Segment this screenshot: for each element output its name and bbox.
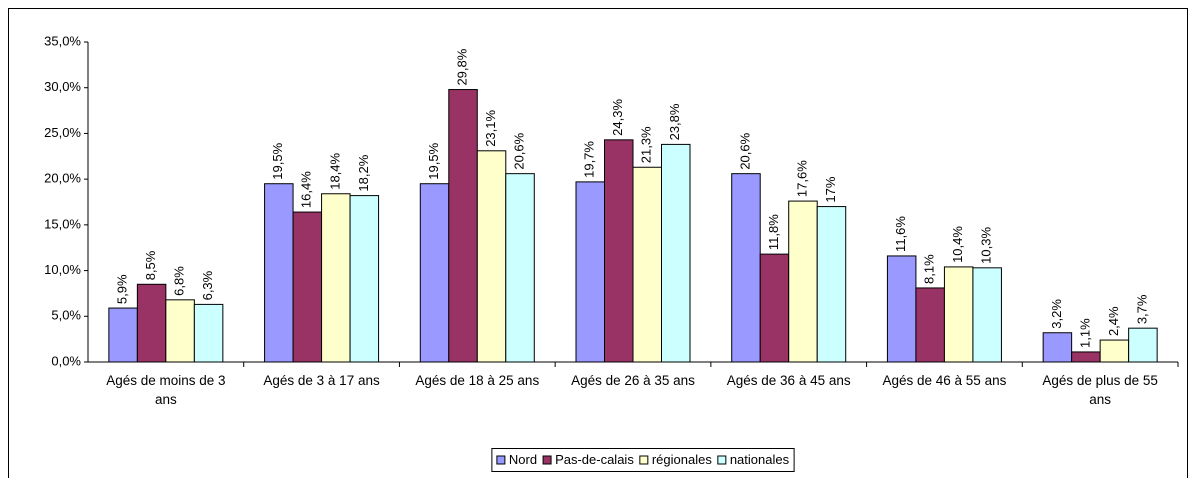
value-label: 29,8% [454, 48, 469, 85]
legend-label: nationales [730, 452, 790, 467]
bar [505, 173, 535, 363]
value-label: 11,8% [766, 214, 781, 250]
y-tick-label: 5,0% [51, 308, 81, 323]
bar [321, 193, 351, 363]
value-label: 5,9% [115, 274, 130, 304]
value-label: 18,4% [327, 152, 342, 189]
chart-border [8, 8, 1188, 478]
y-tick-label: 15,0% [44, 216, 81, 231]
bar [1071, 351, 1101, 363]
value-label: 19,7% [582, 141, 597, 178]
value-label: 21,3% [639, 126, 654, 163]
value-label: 20,6% [511, 132, 526, 169]
bar [419, 183, 450, 363]
legend-swatch [542, 455, 552, 465]
bar [788, 200, 818, 363]
y-tick-label: 35,0% [44, 33, 81, 48]
value-label: 3,7% [1134, 294, 1149, 324]
bar [632, 166, 662, 363]
value-label: 20,6% [737, 132, 752, 169]
bar [759, 253, 790, 363]
bar [292, 211, 323, 363]
value-label: 23,8% [667, 103, 682, 140]
value-label: 3,2% [1049, 299, 1064, 329]
bar [915, 287, 945, 363]
x-tick-label: Agés de 36 à 45 ans [726, 373, 851, 388]
value-label: 10,3% [979, 227, 994, 264]
bar [972, 267, 1002, 363]
value-label: 6,3% [200, 270, 215, 300]
legend-label: régionales [652, 452, 712, 467]
bar [1042, 332, 1073, 363]
value-label: 2,4% [1106, 306, 1121, 336]
y-tick-label: 10,0% [44, 262, 81, 277]
bar [476, 150, 507, 363]
y-tick-label: 30,0% [44, 79, 81, 94]
bar [108, 307, 138, 363]
legend-label: Nord [509, 452, 537, 467]
x-tick-label: Agés de 26 à 35 ans [571, 373, 695, 388]
y-tick-label: 20,0% [44, 171, 81, 186]
value-label: 19,5% [426, 142, 441, 179]
value-label: 17% [823, 176, 838, 202]
bar [661, 143, 691, 363]
legend-label: Pas-de-calais [555, 452, 634, 467]
bar [264, 183, 294, 363]
value-label: 17,6% [794, 160, 809, 197]
bar [193, 303, 224, 363]
x-tick-label: Agés de 3 à 17 ans [263, 373, 380, 388]
value-label: 8,1% [922, 254, 937, 284]
bar [604, 139, 634, 363]
value-label: 19,5% [270, 142, 285, 179]
x-tick-label: Agés de 18 à 25 ans [415, 373, 540, 388]
bar [943, 266, 974, 363]
legend-swatch [639, 455, 649, 465]
bar [731, 173, 761, 363]
bar [886, 255, 917, 363]
bar [349, 195, 380, 363]
value-label: 8,5% [143, 250, 158, 280]
bar [1099, 339, 1130, 363]
legend-swatch [717, 455, 727, 465]
x-tick-label: Agés de 46 à 55 ans [882, 373, 1007, 388]
bar [816, 206, 847, 363]
value-label: 18,2% [356, 154, 371, 191]
bar [575, 181, 605, 363]
value-label: 6,8% [172, 266, 187, 296]
bar [448, 89, 478, 363]
value-label: 1,1% [1077, 318, 1092, 348]
value-label: 23,1% [483, 109, 498, 146]
y-tick-label: 25,0% [44, 125, 81, 140]
x-tick-label: Agés de moins de 3 ans [106, 373, 226, 407]
legend-swatch [496, 455, 506, 465]
value-label: 10,4% [950, 226, 965, 263]
bar [1128, 327, 1158, 363]
bar [136, 283, 167, 363]
x-tick-label: Agés de plus de 55 ans [1042, 373, 1158, 407]
value-label: 16,4% [299, 171, 314, 208]
value-label: 11,6% [893, 216, 908, 252]
y-tick-label: 0,0% [51, 353, 81, 368]
value-label: 24,3% [610, 99, 625, 136]
bar [165, 299, 195, 363]
